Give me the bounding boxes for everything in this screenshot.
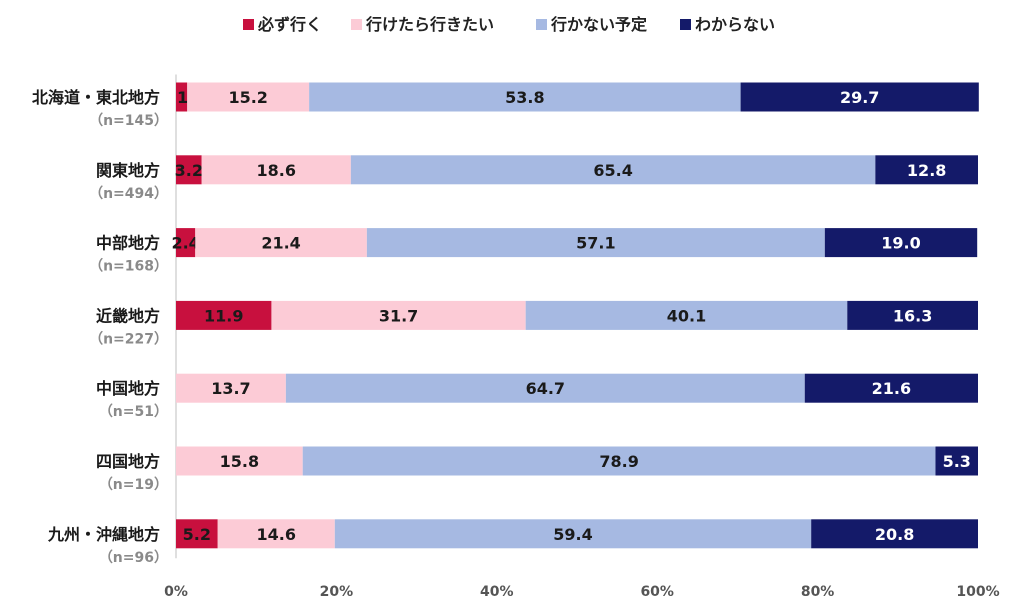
category-labels: 北海道・東北地方 （n=145） 関東地方 （n=494） 中部地方 （n=168） 近畿地… bbox=[32, 88, 168, 566]
category-label: 近畿地方 bbox=[96, 306, 160, 325]
bar-segment bbox=[176, 155, 202, 185]
bar-segment bbox=[285, 373, 805, 403]
bar-value-label: 78.9 bbox=[599, 452, 638, 471]
bar-row: 0.013.764.721.6 bbox=[176, 373, 978, 403]
legend-label: 必ず行く bbox=[257, 15, 322, 34]
bar-segment bbox=[176, 446, 303, 476]
bar-segment bbox=[176, 373, 286, 403]
category-count: （n=51） bbox=[99, 404, 168, 420]
bar-segment bbox=[176, 228, 196, 258]
bar-value-label: 18.6 bbox=[257, 161, 296, 180]
category-label: 北海道・東北地方 bbox=[32, 88, 160, 107]
bar-value-label: 13.7 bbox=[211, 379, 250, 398]
bar-segment bbox=[271, 300, 526, 330]
legend-swatch bbox=[680, 19, 691, 30]
bar-row: 2.4 21.4 57.1 19.0 bbox=[171, 228, 978, 258]
bar-value-label: 53.8 bbox=[505, 88, 544, 107]
bar-value-label: 20.8 bbox=[875, 525, 914, 544]
bar-segment bbox=[334, 519, 812, 549]
bar-segment bbox=[824, 228, 978, 258]
bar-value-label: 5.3 bbox=[943, 452, 971, 471]
bar-segment bbox=[309, 82, 741, 112]
bar-value-label: 2.4 bbox=[171, 234, 199, 253]
x-tick-label: 80% bbox=[801, 584, 835, 600]
x-tick-label: 100% bbox=[956, 584, 999, 600]
category-label: 九州・沖縄地方 bbox=[47, 525, 160, 544]
bar-segment bbox=[740, 82, 979, 112]
category-count: （n=96） bbox=[99, 550, 168, 566]
category-count: （n=19） bbox=[99, 477, 168, 493]
bar-row: 0.015.878.95.3 bbox=[176, 446, 978, 476]
bar-segment bbox=[804, 373, 978, 403]
bar-segment bbox=[176, 300, 272, 330]
category-count: （n=227） bbox=[89, 331, 168, 347]
bar-segment bbox=[176, 82, 188, 112]
bar-value-label: 21.4 bbox=[261, 234, 300, 253]
legend-swatch bbox=[243, 19, 254, 30]
bar-segment bbox=[176, 519, 218, 549]
bar-value-label: 3.2 bbox=[175, 161, 203, 180]
bar-segment bbox=[195, 228, 367, 258]
x-tick-label: 40% bbox=[480, 584, 514, 600]
legend-swatch bbox=[536, 19, 547, 30]
category-count: （n=168） bbox=[89, 259, 168, 275]
legend-item: 必ず行く bbox=[243, 15, 322, 34]
bar-value-label: 11.9 bbox=[204, 306, 243, 325]
bar-segment bbox=[875, 155, 978, 185]
bars: 1.415.253.829.73.218.665.412.82.421.457.… bbox=[171, 82, 979, 549]
bar-value-label: 65.4 bbox=[593, 161, 632, 180]
bar-value-label: 31.7 bbox=[379, 306, 418, 325]
bar-segment bbox=[350, 155, 876, 185]
x-tick-label: 0% bbox=[164, 584, 188, 600]
bar-value-label: 19.0 bbox=[881, 234, 920, 253]
bar-row: 1.415.253.829.7 bbox=[176, 82, 979, 112]
bar-segment bbox=[935, 446, 978, 476]
bar-segment bbox=[187, 82, 310, 112]
x-axis: 0% 20% 40% 60% 80% 100% bbox=[164, 74, 1000, 600]
bar-value-label: 40.1 bbox=[667, 306, 706, 325]
bar-value-label: 29.7 bbox=[840, 88, 879, 107]
x-tick-label: 60% bbox=[640, 584, 674, 600]
legend-item: わからない bbox=[680, 15, 775, 34]
category-count: （n=494） bbox=[89, 186, 168, 202]
bar-row: 3.2 18.6 65.4 12.8 bbox=[175, 155, 978, 185]
category-label: 四国地方 bbox=[96, 452, 160, 471]
legend-label: 行けたら行きたい bbox=[365, 15, 494, 34]
bar-value-label: 59.4 bbox=[553, 525, 592, 544]
legend-item: 行かない予定 bbox=[536, 15, 647, 34]
bar-segment bbox=[201, 155, 351, 185]
bar-segment bbox=[811, 519, 978, 549]
category-label: 関東地方 bbox=[96, 161, 160, 180]
x-tick-label: 20% bbox=[320, 584, 354, 600]
bar-segment bbox=[366, 228, 825, 258]
bar-value-label: 12.8 bbox=[907, 161, 946, 180]
bar-row: 11.9 31.7 40.1 16.3 bbox=[176, 300, 978, 330]
bar-segment bbox=[525, 300, 848, 330]
bar-value-label: 21.6 bbox=[872, 379, 911, 398]
legend-label: 行かない予定 bbox=[550, 15, 647, 34]
legend-swatch bbox=[351, 19, 362, 30]
legend: 必ず行く 行けたら行きたい 行かない予定 わからない bbox=[243, 15, 775, 34]
legend-label: わからない bbox=[695, 15, 775, 34]
bar-value-label: 15.2 bbox=[228, 88, 267, 107]
bar-segment bbox=[217, 519, 335, 549]
bar-value-label: 16.3 bbox=[893, 306, 932, 325]
bar-row: 5.2 14.6 59.4 20.8 bbox=[176, 519, 978, 549]
category-label: 中国地方 bbox=[96, 379, 160, 398]
bar-value-label: 14.6 bbox=[257, 525, 296, 544]
bar-value-label: 64.7 bbox=[526, 379, 565, 398]
legend-item: 行けたら行きたい bbox=[351, 15, 494, 34]
category-label: 中部地方 bbox=[96, 234, 160, 253]
bar-segment bbox=[847, 300, 978, 330]
bar-value-label: 5.2 bbox=[183, 525, 211, 544]
bar-value-label: 57.1 bbox=[576, 234, 615, 253]
category-count: （n=145） bbox=[89, 113, 168, 129]
bar-segment bbox=[302, 446, 936, 476]
bar-value-label: 15.8 bbox=[220, 452, 259, 471]
